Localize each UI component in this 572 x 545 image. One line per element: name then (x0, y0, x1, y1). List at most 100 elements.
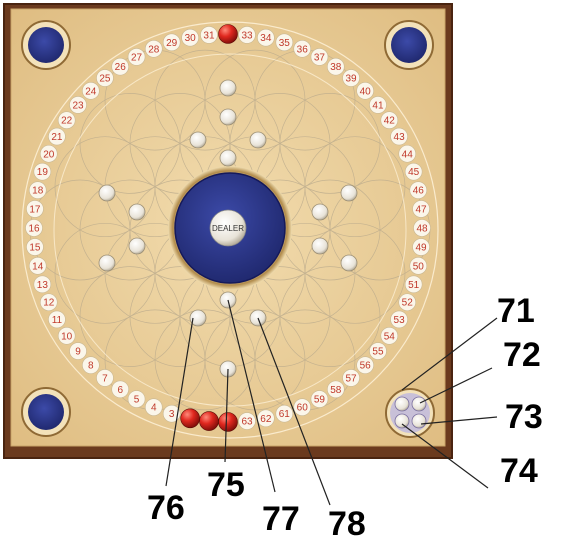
track-hole[interactable]: 22 (57, 111, 76, 130)
red-marble[interactable] (218, 412, 238, 432)
track-hole[interactable]: 49 (412, 238, 430, 256)
red-marble[interactable] (218, 24, 238, 44)
track-hole[interactable]: 28 (144, 39, 163, 58)
track-hole[interactable]: 47 (412, 200, 430, 218)
inner-hole[interactable] (128, 237, 146, 255)
track-hole[interactable]: 33 (238, 26, 256, 44)
track-hole[interactable]: 27 (127, 48, 146, 66)
track-hole[interactable]: 23 (69, 96, 87, 114)
track-hole[interactable]: 58 (326, 380, 345, 399)
track-hole[interactable]: 30 (181, 28, 199, 47)
track-hole[interactable]: 21 (48, 127, 66, 146)
center-dealer-pocket[interactable]: DEALER (168, 166, 292, 290)
track-number: 10 (61, 331, 73, 342)
track-hole[interactable]: 10 (57, 326, 76, 345)
track-hole[interactable]: 4 (144, 398, 163, 417)
track-number: 21 (51, 132, 63, 143)
track-hole[interactable]: 18 (28, 181, 47, 199)
inner-hole[interactable] (340, 254, 358, 272)
inner-hole[interactable] (219, 108, 237, 126)
track-hole[interactable]: 43 (390, 127, 408, 146)
inner-hole[interactable] (219, 79, 237, 97)
track-hole[interactable]: 41 (369, 96, 387, 114)
track-number: 50 (413, 261, 425, 272)
track-hole[interactable]: 53 (390, 310, 408, 329)
inner-hole[interactable] (189, 131, 207, 149)
track-hole[interactable]: 13 (33, 275, 52, 294)
track-hole[interactable]: 12 (39, 293, 58, 312)
track-hole[interactable]: 35 (275, 33, 294, 52)
track-number: 37 (314, 52, 326, 63)
dealer-button[interactable] (209, 209, 247, 247)
corner-pocket-bottom-left[interactable] (21, 387, 71, 437)
track-number: 44 (402, 149, 414, 160)
track-hole[interactable]: 34 (257, 28, 275, 47)
track-hole[interactable]: 55 (369, 342, 387, 360)
track-hole[interactable]: 59 (310, 390, 329, 408)
track-hole[interactable]: 48 (413, 219, 431, 237)
track-hole[interactable]: 62 (257, 409, 275, 428)
track-hole[interactable]: 11 (48, 310, 66, 329)
corner-pocket-top-right[interactable] (384, 20, 434, 70)
red-marble[interactable] (180, 408, 200, 429)
track-hole[interactable]: 39 (342, 69, 360, 87)
track-hole[interactable]: 7 (96, 369, 114, 387)
track-hole[interactable]: 51 (404, 275, 423, 294)
track-hole[interactable]: 14 (28, 257, 47, 275)
track-hole[interactable]: 5 (127, 390, 146, 408)
track-hole[interactable]: 42 (380, 111, 399, 130)
track-hole[interactable]: 54 (380, 326, 399, 345)
track-hole[interactable]: 3 (162, 404, 181, 423)
corner-pocket-bottom-right[interactable] (385, 388, 435, 438)
track-hole[interactable]: 16 (25, 219, 43, 237)
leader-77 (227, 299, 276, 493)
track-hole[interactable]: 24 (82, 82, 100, 100)
red-marble[interactable] (199, 411, 219, 431)
track-hole[interactable]: 60 (293, 398, 312, 417)
track-number: 20 (43, 149, 55, 160)
track-hole[interactable]: 45 (404, 162, 423, 181)
track-hole[interactable]: 9 (69, 342, 87, 360)
track-hole[interactable]: 52 (398, 293, 417, 312)
inner-hole[interactable] (311, 237, 329, 255)
track-hole[interactable]: 26 (111, 57, 130, 76)
track-hole[interactable]: 46 (409, 181, 428, 199)
track-number: 23 (72, 100, 84, 111)
inner-hole[interactable] (189, 309, 207, 327)
inner-hole[interactable] (98, 254, 116, 272)
track-hole[interactable]: 20 (39, 144, 58, 163)
track-hole[interactable]: 56 (356, 356, 374, 374)
track-number: 52 (402, 298, 414, 309)
track-hole[interactable]: 63 (238, 412, 256, 430)
track-number: 63 (241, 417, 253, 428)
track-hole[interactable]: 57 (342, 369, 360, 387)
track-hole[interactable]: 17 (26, 200, 44, 218)
track-number: 15 (29, 243, 41, 254)
callout-75: 75 (207, 466, 245, 504)
track-hole[interactable]: 38 (326, 57, 345, 76)
track-number: 7 (102, 373, 108, 384)
track-hole[interactable]: 15 (26, 238, 44, 256)
inner-hole[interactable] (219, 149, 237, 167)
track-hole[interactable]: 36 (293, 39, 312, 58)
track-hole[interactable]: 6 (111, 380, 130, 399)
inner-hole[interactable] (98, 184, 116, 202)
inner-hole[interactable] (249, 131, 267, 149)
dealer-label: DEALER (212, 224, 244, 233)
inner-hole[interactable] (128, 203, 146, 221)
track-hole[interactable]: 25 (96, 69, 114, 87)
track-hole[interactable]: 8 (82, 356, 100, 374)
track-hole[interactable]: 44 (398, 144, 417, 163)
track-hole[interactable]: 37 (310, 48, 329, 66)
inner-hole[interactable] (340, 184, 358, 202)
track-hole[interactable]: 29 (162, 33, 181, 52)
corner-pocket-top-left[interactable] (21, 20, 71, 70)
track-hole[interactable]: 50 (409, 257, 428, 275)
track-hole[interactable]: 61 (275, 404, 294, 423)
track-number: 35 (279, 38, 291, 49)
track-hole[interactable]: 40 (356, 82, 374, 100)
track-hole[interactable]: 19 (33, 162, 52, 181)
inner-hole[interactable] (311, 203, 329, 221)
track-hole[interactable]: 31 (200, 26, 218, 44)
